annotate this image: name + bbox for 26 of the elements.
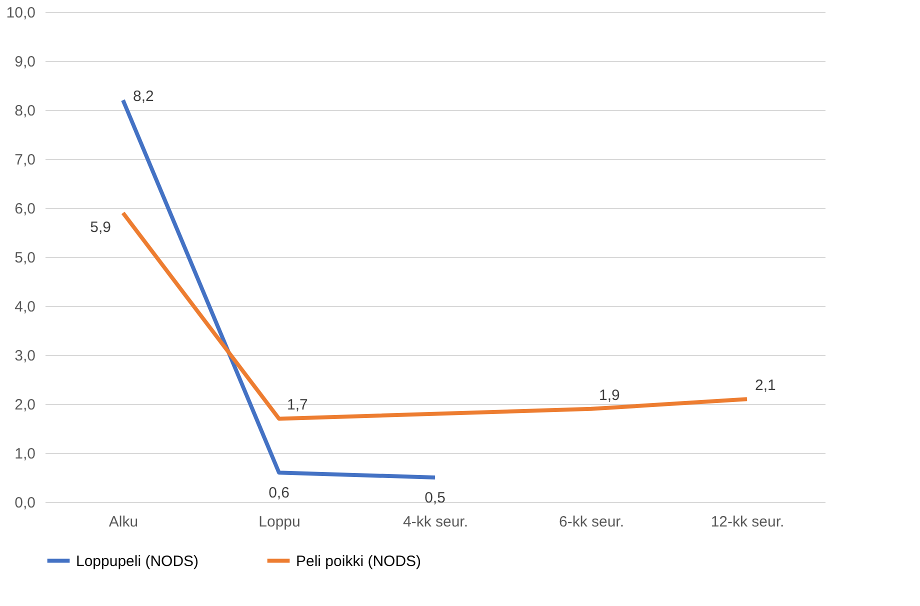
y-tick-label: 0,0 [14,494,36,512]
data-label: 0,6 [268,484,290,502]
data-label: 5,9 [90,218,111,236]
data-label: 1,9 [599,386,620,404]
x-tick-label: 6-kk seur. [558,514,624,530]
y-tick-label: 9,0 [14,54,36,70]
x-tick-label: Loppu [258,514,300,530]
x-tick-label: 4-kk seur. [402,514,468,530]
y-tick-label: 2,0 [14,396,36,414]
y-tick-label: 10,0 [6,4,36,22]
y-tick-label: 5,0 [14,250,36,266]
legend-label: Peli poikki (NODS) [296,552,422,570]
line-series [121,210,749,421]
data-label: 1,7 [287,396,308,414]
y-tick-label: 4,0 [14,298,36,316]
y-tick-label: 6,0 [14,200,36,218]
x-tick-label: Alku [108,514,138,530]
y-tick-label: 8,0 [14,102,36,120]
legend-label: Loppupeli (NODS) [76,552,199,570]
y-tick-label: 3,0 [14,348,36,364]
data-label: 8,2 [133,88,154,106]
y-tick-label: 7,0 [14,152,36,168]
x-tick-label: 12-kk seur. [710,514,784,530]
data-label: 2,1 [755,377,776,394]
data-label: 0,5 [424,490,446,506]
y-tick-label: 1,0 [14,446,36,462]
